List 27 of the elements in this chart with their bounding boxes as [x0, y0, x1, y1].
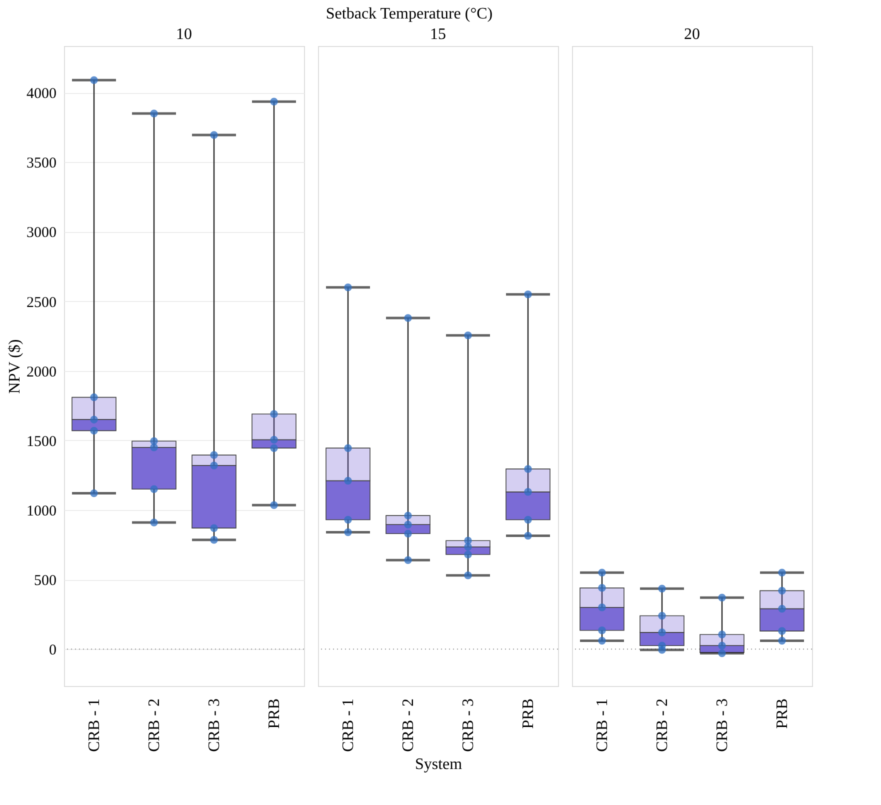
x-tick-label: PRB: [520, 698, 537, 729]
y-axis-title: NPV ($): [6, 339, 24, 394]
x-tick-label: CRB - 1: [86, 698, 103, 752]
y-tick-label: 4000: [26, 86, 56, 102]
y-tick-label: 1500: [26, 434, 56, 450]
x-tick-label: CRB - 3: [206, 698, 223, 752]
x-tick-label: CRB - 3: [460, 698, 477, 752]
x-tick-label: CRB - 1: [594, 698, 611, 752]
x-tick-label: CRB - 2: [400, 698, 417, 752]
x-tick-label: CRB - 3: [714, 698, 731, 752]
chart-title: 20: [684, 26, 700, 43]
chart-title: 15: [430, 26, 446, 43]
x-tick-label: PRB: [266, 698, 283, 729]
y-tick-label: 0: [49, 642, 56, 659]
y-tick-label: 1000: [26, 504, 56, 520]
chart-title: 10: [176, 26, 192, 43]
x-tick-label: CRB - 2: [654, 698, 671, 752]
y-tick-label: 2000: [26, 364, 56, 380]
x-tick-label: CRB - 1: [340, 698, 357, 752]
y-tick-label: 3500: [26, 156, 56, 172]
x-axis-title: System: [414, 756, 463, 773]
text: Setback Temperature (°C): [326, 6, 493, 22]
y-tick-label: 2500: [26, 294, 56, 311]
y-tick-label: 3000: [26, 225, 56, 242]
y-tick-label: 500: [34, 573, 56, 590]
x-tick-label: CRB - 2: [146, 698, 163, 752]
x-tick-label: PRB: [774, 698, 791, 729]
